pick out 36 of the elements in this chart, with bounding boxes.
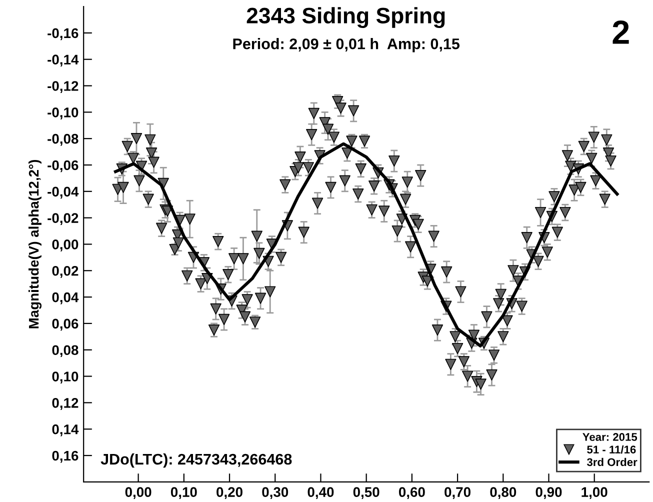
y-tick-label: 0,00 [52, 240, 78, 252]
annotation: 2 [612, 20, 629, 44]
y-tick-label: -0,04 [48, 186, 79, 199]
x-tick-label: 0,90 [536, 487, 562, 499]
y-tick-label: -0,06 [48, 160, 78, 172]
y-tick-label: 0,08 [52, 345, 78, 358]
x-tick-label: 0,20 [216, 487, 242, 499]
x-tick-label: 0,00 [125, 487, 152, 499]
legend-label: 3rd Order [586, 458, 638, 466]
x-tick-label: 0,70 [444, 487, 470, 499]
x-tick-label: 0,40 [308, 487, 334, 499]
legend-label: 51 - 11/16 [587, 445, 636, 454]
y-tick-label: -0,14 [48, 54, 79, 67]
x-tick-label: 0,30 [262, 487, 288, 499]
x-tick-label: 1,00 [582, 487, 608, 499]
y-tick-label: -0,08 [48, 134, 78, 146]
x-tick-label: 0,50 [353, 487, 380, 499]
legend-title: Year: 2015 [582, 433, 638, 441]
annotation: JDo(LTC): 2457343,266468 [100, 453, 292, 468]
y-axis-title: Magnitude(V) alpha(12,2°) [28, 160, 42, 328]
y-tick-label: 0,02 [52, 266, 78, 278]
x-tick-label: 0,10 [170, 487, 197, 499]
y-tick-label: 0,14 [52, 424, 79, 436]
y-tick-label: 0,06 [52, 318, 78, 331]
y-tick-label: -0,02 [48, 213, 78, 225]
x-tick-label: 0,80 [490, 487, 516, 499]
y-tick-label: -0,10 [48, 108, 78, 120]
y-tick-label: 0,04 [52, 292, 79, 304]
x-tick-label: 0,60 [398, 487, 425, 499]
y-tick-label: 0,12 [52, 398, 78, 410]
y-tick-label: 0,10 [52, 372, 78, 384]
y-tick-label: -0,12 [48, 81, 78, 93]
text: Period: 2,09 ± 0,01 h Amp: 0,15 [233, 38, 460, 52]
y-tick-label: 0,16 [52, 450, 78, 463]
chart-title: 2343 Siding Spring [246, 7, 445, 28]
y-tick-label: -0,16 [48, 28, 78, 40]
